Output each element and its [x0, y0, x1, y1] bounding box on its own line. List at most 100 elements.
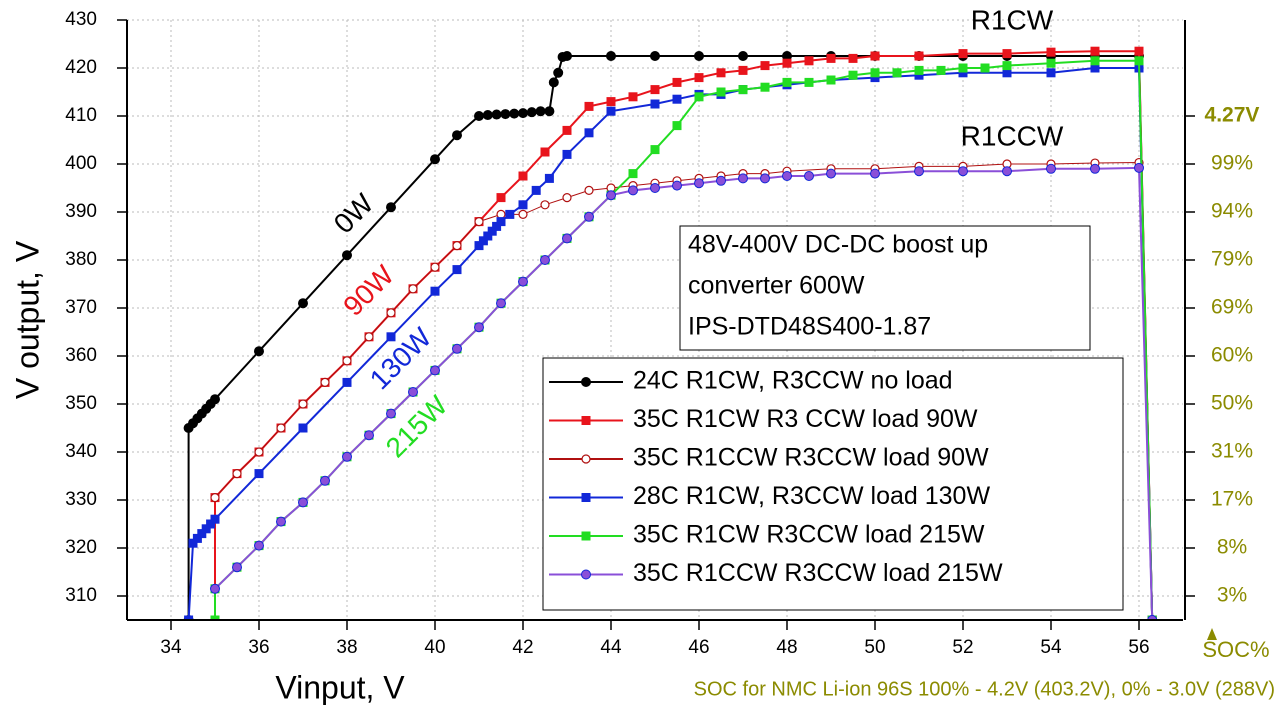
marker: [518, 276, 528, 287]
marker: [298, 298, 308, 309]
marker: [298, 399, 308, 409]
marker: [452, 343, 462, 354]
marker: [914, 166, 924, 177]
marker: [254, 540, 264, 551]
marker: [540, 255, 550, 265]
marker: [738, 51, 748, 61]
legend-label: 35C R1CW R3 CCW load 90W: [633, 405, 978, 433]
y2-tick-label: 17%: [1211, 488, 1253, 511]
marker: [892, 68, 902, 78]
marker: [782, 77, 792, 87]
marker: [606, 51, 616, 61]
y-axis-title: V output, V: [9, 240, 45, 399]
y-tick-label: 360: [65, 345, 97, 366]
marker: [694, 51, 704, 61]
marker: [364, 332, 374, 342]
marker: [672, 94, 682, 104]
y2-tick-label: 4.27V: [1205, 104, 1260, 127]
marker: [562, 193, 572, 203]
y2-tick-label: 3%: [1217, 584, 1247, 607]
marker: [1046, 47, 1056, 57]
marker: [184, 615, 194, 620]
x-tick-label: 44: [600, 637, 622, 658]
x-tick-label: 50: [864, 637, 885, 658]
marker: [518, 108, 528, 119]
marker: [826, 53, 836, 63]
marker: [581, 416, 591, 425]
marker: [474, 241, 484, 251]
marker: [408, 387, 418, 397]
marker: [584, 185, 594, 195]
marker: [544, 173, 554, 183]
marker: [254, 447, 264, 457]
marker: [628, 92, 638, 102]
marker: [386, 202, 396, 213]
x-axis-title: Vinput, V: [275, 669, 405, 705]
marker: [848, 53, 858, 63]
x-tick-label: 54: [1040, 637, 1062, 658]
y2-tick-label: 60%: [1211, 344, 1253, 367]
marker: [452, 130, 462, 141]
x-tick-label: 36: [248, 637, 269, 658]
marker: [606, 106, 616, 116]
marker: [672, 121, 682, 131]
marker: [452, 241, 462, 251]
marker: [694, 92, 704, 102]
marker: [826, 168, 836, 179]
marker: [320, 475, 330, 486]
marker: [298, 497, 308, 508]
y2-tick-label: 8%: [1217, 536, 1247, 559]
marker: [1134, 162, 1144, 173]
marker: [197, 529, 207, 539]
marker: [232, 562, 242, 573]
marker: [509, 108, 520, 119]
x-tick-label: 38: [336, 637, 357, 658]
marker: [548, 77, 559, 88]
y-tick-label: 310: [65, 585, 97, 606]
y-tick-label: 320: [65, 537, 97, 558]
marker: [760, 82, 770, 92]
marker: [210, 394, 220, 405]
marker: [188, 538, 198, 548]
marker: [474, 217, 484, 227]
note: SOC for NMC Li-ion 96S 100% - 4.2V (403.…: [694, 678, 1275, 700]
marker: [386, 308, 396, 318]
marker: [716, 175, 726, 186]
marker: [584, 101, 594, 111]
marker: [544, 106, 555, 117]
marker: [1090, 163, 1100, 174]
marker: [870, 168, 880, 179]
marker: [496, 298, 506, 309]
marker: [1090, 46, 1100, 56]
legend-label: 35C R1CCW R3CCW load 90W: [633, 444, 989, 472]
marker: [452, 265, 462, 275]
box-line: converter 600W: [688, 272, 865, 300]
annotation: R1CW: [971, 4, 1054, 35]
annotation: R1CCW: [961, 120, 1064, 151]
marker: [760, 173, 770, 184]
x-tick-label: 34: [160, 637, 182, 658]
marker: [1134, 46, 1144, 56]
marker: [254, 469, 264, 479]
marker: [650, 183, 660, 193]
marker: [804, 56, 814, 66]
marker: [581, 454, 591, 464]
marker: [496, 193, 506, 203]
marker: [1046, 68, 1056, 78]
marker: [474, 111, 484, 121]
marker: [650, 51, 660, 61]
x-tick-label: 46: [688, 637, 709, 658]
legend-box: [542, 357, 1124, 611]
marker: [716, 68, 726, 78]
marker: [342, 250, 352, 261]
y2-tick-label: 99%: [1211, 152, 1253, 175]
marker: [487, 226, 497, 236]
legend-label: 24C R1CW, R3CCW no load: [633, 367, 953, 395]
marker: [581, 377, 591, 387]
marker: [386, 408, 396, 419]
marker: [192, 533, 202, 543]
marker: [210, 583, 220, 594]
marker: [298, 423, 308, 433]
marker: [628, 185, 638, 196]
